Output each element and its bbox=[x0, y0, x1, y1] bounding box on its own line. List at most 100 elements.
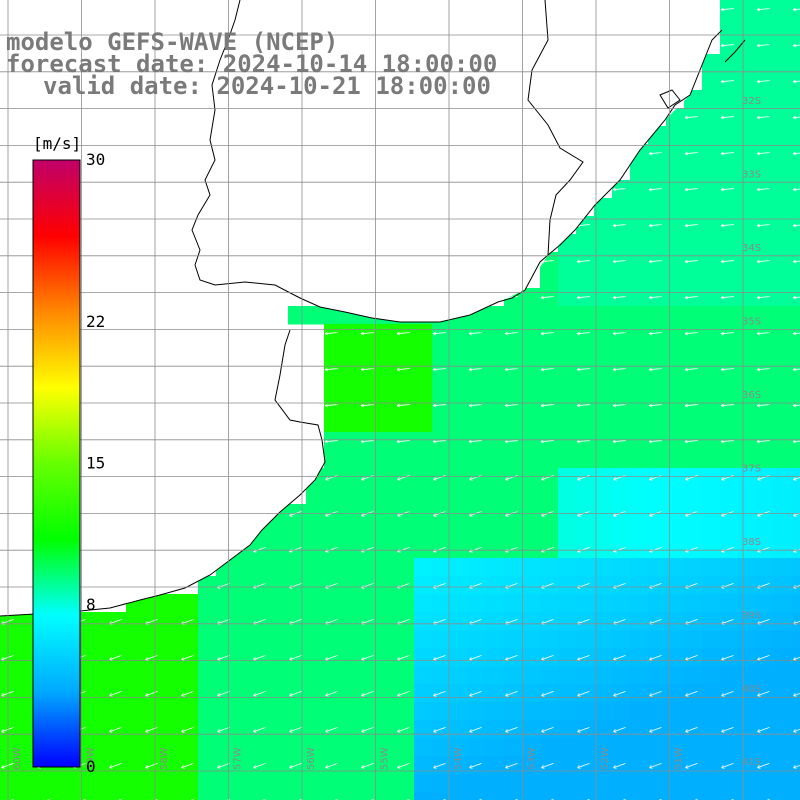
wind-cell bbox=[594, 792, 613, 800]
wind-cell bbox=[522, 396, 541, 415]
wind-cell bbox=[324, 738, 343, 757]
wind-cell bbox=[738, 630, 757, 649]
wind-cell bbox=[378, 702, 397, 721]
wind-cell bbox=[720, 666, 739, 685]
wind-cell bbox=[666, 522, 685, 541]
wind-cell bbox=[774, 774, 793, 793]
wind-cell bbox=[630, 774, 649, 793]
wind-cell bbox=[360, 594, 379, 613]
wind-cell bbox=[684, 270, 703, 289]
wind-cell bbox=[522, 594, 541, 613]
wind-cell bbox=[576, 270, 595, 289]
wind-cell bbox=[162, 702, 181, 721]
wind-cell bbox=[720, 162, 739, 181]
wind-cell bbox=[666, 738, 685, 757]
wind-cell bbox=[432, 666, 451, 685]
wind-arrow bbox=[433, 726, 446, 733]
wind-cell bbox=[450, 774, 469, 793]
wind-cell bbox=[306, 702, 325, 721]
wind-cell bbox=[594, 450, 613, 469]
wind-cell bbox=[270, 792, 289, 800]
wind-cell bbox=[666, 432, 685, 451]
wind-cell bbox=[306, 558, 325, 577]
wind-cell bbox=[756, 54, 775, 73]
wind-cell bbox=[684, 666, 703, 685]
wind-cell bbox=[18, 792, 37, 800]
wind-cell bbox=[450, 684, 469, 703]
latitude-label: 38S bbox=[742, 537, 761, 548]
latitude-label: 35S bbox=[742, 317, 761, 328]
wind-cell bbox=[18, 612, 37, 631]
wind-cell bbox=[792, 162, 800, 181]
wind-cell bbox=[594, 270, 613, 289]
wind-arrow bbox=[396, 331, 410, 336]
wind-cell bbox=[468, 738, 487, 757]
wind-arrow bbox=[360, 403, 374, 408]
wind-cell bbox=[414, 414, 433, 433]
wind-arrow bbox=[576, 331, 590, 336]
wind-arrow bbox=[505, 474, 518, 481]
wind-cell bbox=[414, 486, 433, 505]
wind-arrow bbox=[649, 762, 662, 769]
wind-cell bbox=[396, 450, 415, 469]
wind-cell bbox=[486, 666, 505, 685]
wind-arrow bbox=[756, 43, 770, 48]
wind-cell bbox=[792, 648, 800, 667]
wind-cell bbox=[324, 594, 343, 613]
wind-cell bbox=[630, 738, 649, 757]
wind-cell bbox=[342, 684, 361, 703]
wind-cell bbox=[360, 342, 379, 361]
wind-arrow bbox=[684, 223, 698, 228]
wind-cell bbox=[216, 702, 235, 721]
wind-cell bbox=[486, 702, 505, 721]
wind-cell bbox=[738, 774, 757, 793]
wind-cell bbox=[378, 558, 397, 577]
lagoon-outline bbox=[724, 39, 746, 63]
wind-cell bbox=[666, 792, 685, 800]
wind-cell bbox=[720, 738, 739, 757]
wind-cell bbox=[90, 666, 109, 685]
wind-cell bbox=[342, 756, 361, 775]
wind-arrow bbox=[792, 187, 800, 192]
wind-cell bbox=[342, 558, 361, 577]
wind-cell bbox=[792, 18, 800, 37]
wind-arrow bbox=[648, 331, 662, 336]
wind-cell bbox=[720, 630, 739, 649]
wind-arrow bbox=[720, 43, 734, 48]
wind-arrow bbox=[684, 367, 698, 372]
wind-cell bbox=[522, 774, 541, 793]
wind-cell bbox=[702, 540, 721, 559]
wind-cell bbox=[198, 594, 217, 613]
wind-arrow bbox=[612, 295, 626, 300]
wind-cell bbox=[450, 378, 469, 397]
wind-cell bbox=[792, 306, 800, 325]
wind-cell bbox=[648, 378, 667, 397]
wind-cell bbox=[126, 792, 145, 800]
wind-cell bbox=[450, 540, 469, 559]
longitude-label: 59W bbox=[86, 747, 97, 770]
wind-arrow bbox=[325, 726, 338, 733]
wind-cell bbox=[738, 198, 757, 217]
longitude-label: 55W bbox=[380, 747, 391, 770]
wind-cell bbox=[720, 792, 739, 800]
wind-cell bbox=[594, 198, 613, 217]
wind-cell bbox=[720, 378, 739, 397]
wind-cell bbox=[648, 738, 667, 757]
wind-arrow bbox=[721, 474, 734, 481]
wind-cell bbox=[792, 774, 800, 793]
wind-cell bbox=[324, 702, 343, 721]
wind-cell bbox=[342, 360, 361, 379]
wind-cell bbox=[558, 702, 577, 721]
wind-arrow bbox=[577, 762, 590, 769]
wind-cell bbox=[648, 558, 667, 577]
wind-cell bbox=[774, 270, 793, 289]
wind-cell bbox=[576, 342, 595, 361]
wind-arrow bbox=[793, 764, 800, 769]
wind-arrow bbox=[576, 439, 590, 444]
coastline bbox=[194, 29, 723, 323]
wind-arrow bbox=[505, 690, 518, 697]
wind-arrow bbox=[721, 726, 734, 733]
wind-arrow bbox=[613, 726, 626, 733]
wind-cell bbox=[630, 360, 649, 379]
wind-cell bbox=[486, 450, 505, 469]
